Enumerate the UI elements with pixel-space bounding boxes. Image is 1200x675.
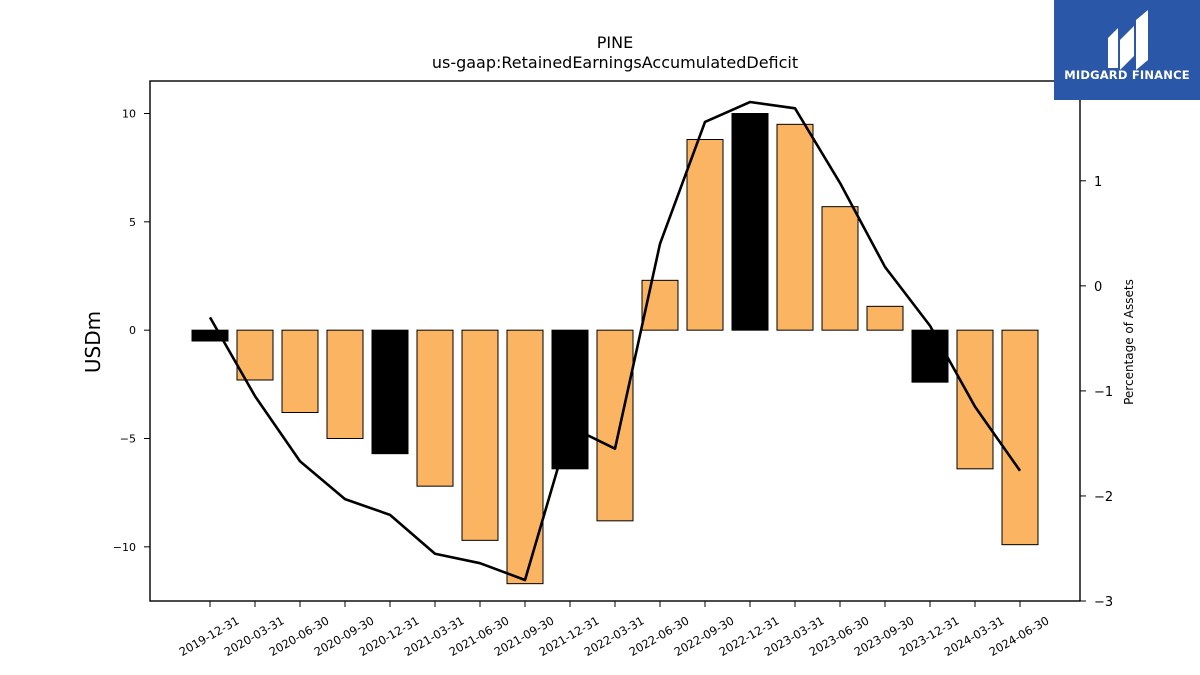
bar-2024-03-31 [956,329,994,470]
y2-tick-label: −2 [1094,490,1113,505]
bar-2023-09-30 [866,305,904,331]
bar-2021-03-31 [416,329,454,487]
y2-tick-label: 0 [1094,280,1102,295]
bar-2021-06-30 [461,329,499,541]
bar-2020-06-30 [281,329,319,413]
line-percentage-of-assets [208,100,1022,582]
bar-2022-12-31 [731,113,769,331]
bar-2022-03-31 [596,329,634,522]
bar-2022-09-30 [686,139,724,331]
bar-2022-06-30 [641,279,679,331]
chart-subtitle: us-gaap:RetainedEarningsAccumulatedDefic… [432,53,798,72]
bar-2023-06-30 [821,206,859,331]
y-tick-label: 10 [122,108,136,121]
logo-mark-icon [1108,10,1148,70]
bars-group [191,113,1039,585]
y-tick-label: 0 [129,324,136,337]
bar-2021-09-30 [506,329,544,585]
y-tick-label: −10 [113,541,136,554]
y-tick-label: −5 [120,433,136,446]
bar-2021-12-31 [551,329,589,470]
bar-2019-12-31 [191,329,229,342]
logo: MIDGARD FINANCE [1054,0,1200,100]
logo-background [1054,0,1200,100]
chart-title: PINE [597,33,633,52]
y-axis-label: USDm [81,311,105,373]
bar-2020-09-30 [326,329,364,439]
bar-2020-12-31 [371,329,409,455]
y2-axis-label: Percentage of Assets [1122,279,1136,405]
y2-tick-label: −3 [1094,595,1113,610]
bar-2023-03-31 [776,123,814,331]
bar-2024-06-30 [1001,329,1039,546]
bar-2023-12-31 [911,329,949,383]
bar-2020-03-31 [236,329,274,381]
logo-text: MIDGARD FINANCE [1064,68,1190,82]
y-tick-label: 5 [129,216,136,229]
y2-tick-label: 1 [1094,175,1102,190]
line-group [208,100,1022,582]
y2-tick-label: −1 [1094,385,1113,400]
